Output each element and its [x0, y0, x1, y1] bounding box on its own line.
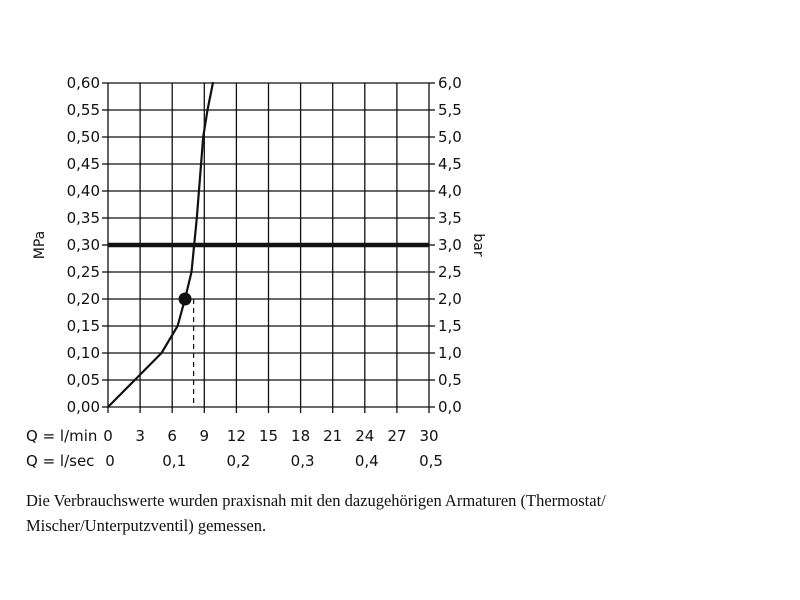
x-row1-tick-label: 24 — [355, 427, 374, 445]
watermark — [330, 40, 331, 41]
x-row1-tick-label: 12 — [227, 427, 246, 445]
x-row1-tick-label: 27 — [387, 427, 406, 445]
chart-caption: Die Verbrauchswerte wurden praxisnah mit… — [26, 491, 606, 535]
y-right-tick-label: 0,0 — [438, 398, 462, 416]
x-row2-tick-label: 0,1 — [162, 452, 186, 470]
left-axis-label: MPa — [32, 231, 48, 259]
x-row2-tick-label: 0,2 — [226, 452, 250, 470]
x-row1-tick-label: 0 — [103, 427, 113, 445]
x-row1-tick-label: 21 — [323, 427, 342, 445]
x-row1-tick-label: 30 — [419, 427, 438, 445]
y-left-tick-label: 0,00 — [67, 398, 100, 416]
pressure-flow-chart: 0,00 0,00,05 0,50,10 1,00,15 1,50,20 2,00,25 2… — [26, 74, 486, 470]
y-right-tick-label: 1,0 — [438, 344, 462, 362]
x-row2-tick-label: 0,5 — [419, 452, 443, 470]
right-axis-label: bar — [470, 233, 486, 256]
y-left-tick-label: 0,50 — [67, 128, 100, 146]
y-right-tick-label: 3,5 — [438, 209, 462, 227]
y-left-tick-label: 0,20 — [67, 290, 100, 308]
x-row1-tick-label: 18 — [291, 427, 310, 445]
x-row2-tick-label: 0,4 — [355, 452, 379, 470]
y-right-tick-label: 4,5 — [438, 155, 462, 173]
chart-labels: 0,00 0,00,05 0,50,10 1,00,15 1,50,20 2,00,25 2… — [67, 74, 462, 470]
x-row1-label: Q = l/min — [26, 427, 97, 445]
x-row1-tick-label: 6 — [167, 427, 177, 445]
y-right-tick-label: 2,0 — [438, 290, 462, 308]
chart-curve-layer — [106, 81, 429, 409]
y-left-tick-label: 0,30 — [67, 236, 100, 254]
y-left-tick-label: 0,15 — [67, 317, 100, 335]
y-left-tick-label: 0,55 — [67, 101, 100, 119]
y-left-tick-label: 0,25 — [67, 263, 100, 281]
y-right-tick-label: 0,5 — [438, 371, 462, 389]
y-left-tick-label: 0,40 — [67, 182, 100, 200]
flow-curve — [106, 81, 214, 409]
x-row2-label: Q = l/sec — [26, 452, 94, 470]
x-row1-tick-label: 15 — [259, 427, 278, 445]
y-right-tick-label: 4,0 — [438, 182, 462, 200]
y-right-tick-label: 2,5 — [438, 263, 462, 281]
x-row1-tick-label: 3 — [135, 427, 145, 445]
y-left-tick-label: 0,35 — [67, 209, 100, 227]
y-right-tick-label: 6,0 — [438, 74, 462, 92]
y-right-tick-label: 1,5 — [438, 317, 462, 335]
x-row1-tick-label: 9 — [200, 427, 210, 445]
x-row2-tick-label: 0,3 — [291, 452, 315, 470]
y-right-tick-label: 5,5 — [438, 101, 462, 119]
y-left-tick-label: 0,45 — [67, 155, 100, 173]
y-right-tick-label: 3,0 — [438, 236, 462, 254]
x-row2-tick-label: 0 — [105, 452, 115, 470]
y-right-tick-label: 5,0 — [438, 128, 462, 146]
y-left-tick-label: 0,10 — [67, 344, 100, 362]
y-left-tick-label: 0,60 — [67, 74, 100, 92]
y-left-tick-label: 0,05 — [67, 371, 100, 389]
operating-point-marker — [178, 292, 192, 306]
